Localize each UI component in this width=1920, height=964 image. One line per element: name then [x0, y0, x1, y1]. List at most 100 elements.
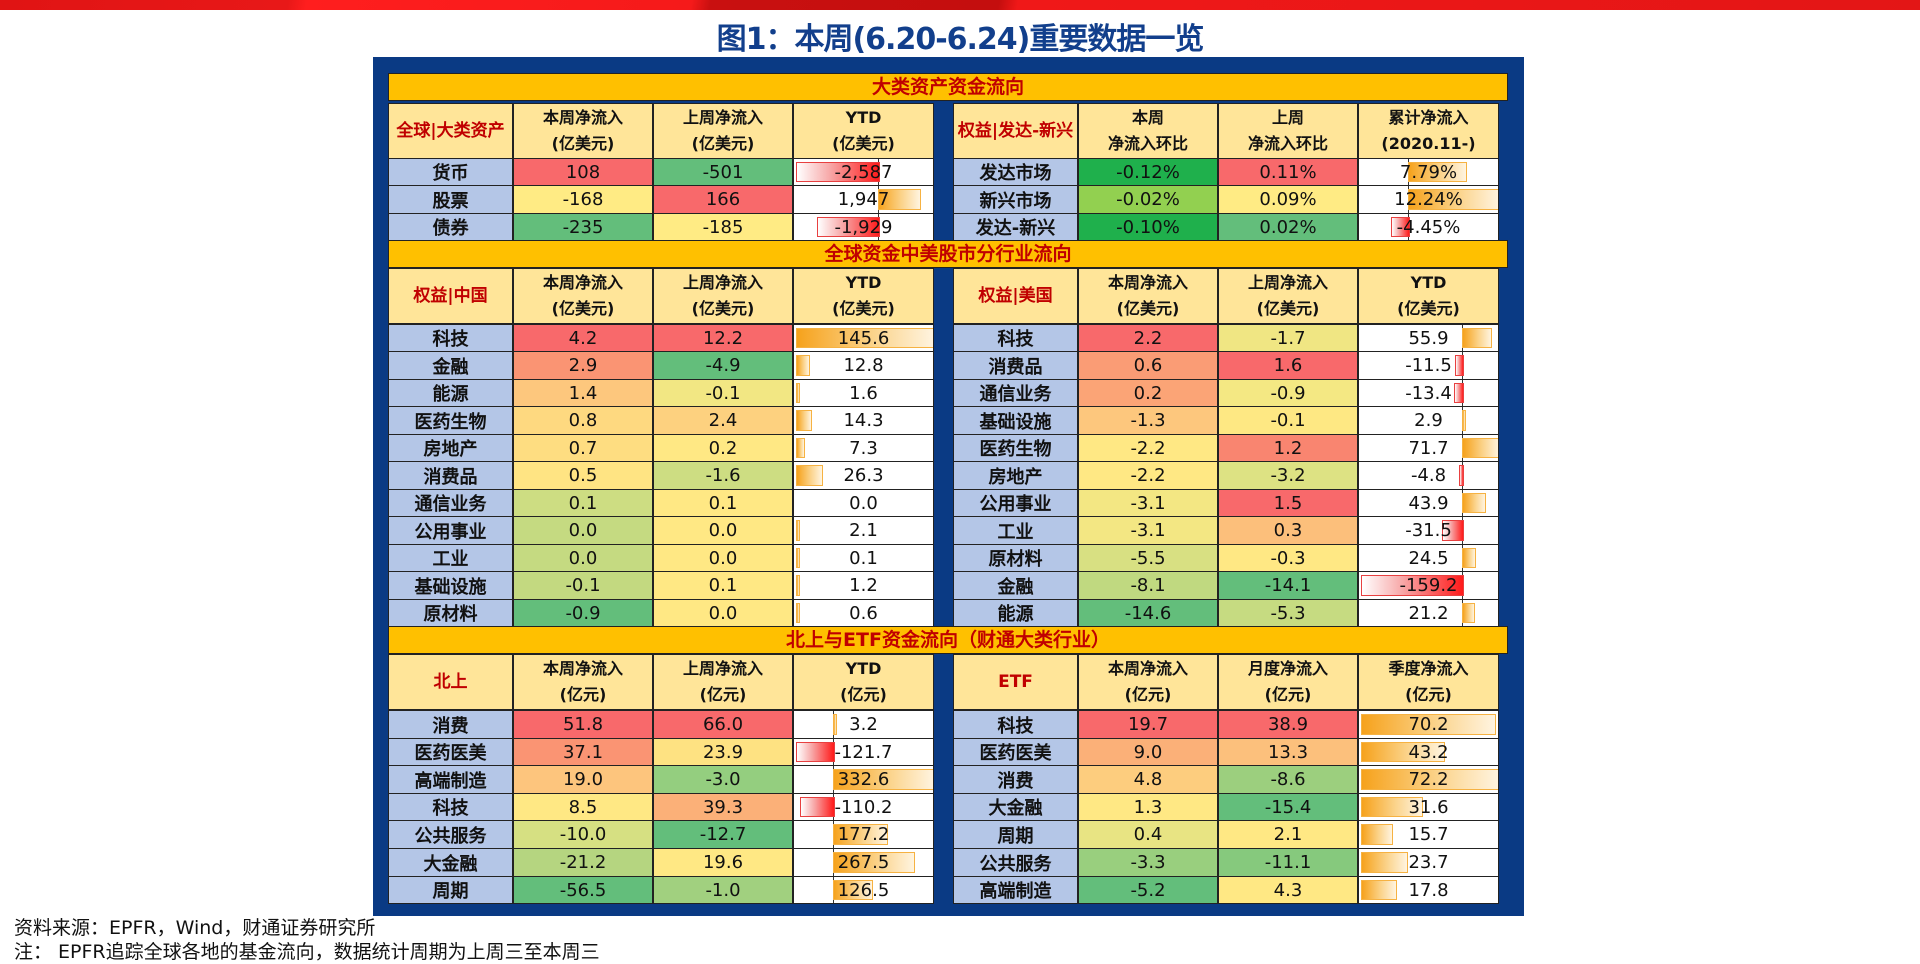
row-label: 高端制造	[953, 876, 1078, 904]
value-cell: -5.5	[1078, 544, 1218, 572]
value-cell: -3.2	[1218, 461, 1358, 490]
column-header-text: 净流入环比	[1247, 134, 1328, 153]
row-label: 新兴市场	[953, 185, 1078, 214]
table-row: 房地产 -2.2 -3.2 -4.8	[953, 461, 1499, 490]
value-cell: -5.3	[1218, 599, 1358, 627]
data-bar-cell: 21.2	[1358, 599, 1499, 627]
column-header: 上周净流入 (亿元)	[653, 654, 793, 710]
column-header: 本周净流入 (亿美元)	[513, 268, 653, 324]
ytd-value: 1.2	[849, 575, 878, 596]
value-cell: 1.3	[1078, 793, 1218, 821]
column-header: YTD (亿美元)	[793, 268, 934, 324]
data-bar-cell: 24.5	[1358, 544, 1499, 572]
column-header-text: (亿元)	[559, 685, 607, 704]
ytd-value: 1,947	[837, 189, 890, 210]
data-bar	[1442, 520, 1465, 541]
data-bar-cell: 7.79%	[1358, 158, 1499, 186]
data-bar	[816, 217, 881, 237]
data-bar-cell: 15.7	[1358, 820, 1499, 849]
data-bar	[832, 824, 888, 845]
value-cell: -0.9	[1218, 379, 1358, 407]
value-cell: 0.09%	[1218, 185, 1358, 214]
data-bar	[1462, 410, 1467, 431]
value-cell: -0.12%	[1078, 158, 1218, 186]
data-bar	[1361, 824, 1394, 845]
value-cell: -2.2	[1078, 434, 1218, 462]
value-cell: 4.3	[1218, 876, 1358, 904]
column-header-text: (亿美元)	[1256, 299, 1320, 318]
value-cell: 0.0	[513, 516, 653, 545]
table-corner-label: ETF	[953, 654, 1078, 710]
table-row: 原材料 -5.5 -0.3 24.5	[953, 544, 1499, 572]
data-bar	[1407, 162, 1467, 182]
row-label: 工业	[388, 544, 513, 572]
ytd-value: 24.5	[1408, 547, 1449, 569]
column-header-row: 全球|大类资产 本周净流入 (亿美元) 上周净流入 (亿美元) YTD (亿美元)	[388, 103, 934, 159]
data-bar-cell: 3.2	[793, 710, 934, 739]
table-row: 能源 -14.6 -5.3 21.2	[953, 599, 1499, 627]
value-cell: -8.6	[1218, 765, 1358, 794]
ytd-value: 70.2	[1408, 714, 1449, 735]
column-header-text: (2020.11-)	[1381, 134, 1476, 153]
row-label: 医药医美	[388, 738, 513, 766]
data-bar	[1462, 603, 1476, 623]
column-header-row: 权益|美国 本周净流入 (亿美元) 上周净流入 (亿美元) YTD (亿美元)	[953, 268, 1499, 324]
value-cell: 19.7	[1078, 710, 1218, 739]
row-label: 发达市场	[953, 158, 1078, 186]
table-row: 债券 -235 -185 -1,929	[388, 213, 934, 241]
table-row: 金融 2.9 -4.9 12.8	[388, 351, 934, 380]
value-cell: 1.5	[1218, 489, 1358, 517]
value-cell: 0.02%	[1218, 213, 1358, 241]
column-header-text: 本周净流入	[1107, 273, 1188, 292]
data-bar	[832, 880, 873, 900]
table-row: 公用事业 -3.1 1.5 43.9	[953, 489, 1499, 517]
row-label: 高端制造	[388, 765, 513, 794]
column-header-text: (亿美元)	[691, 134, 755, 153]
ytd-value: -31.5	[1405, 520, 1452, 541]
column-header-text: (亿元)	[1264, 685, 1312, 704]
data-bar-cell: -31.5	[1358, 516, 1499, 545]
data-bar	[1454, 383, 1465, 403]
column-header-text: 净流入环比	[1107, 134, 1188, 153]
top-red-banner	[0, 0, 1920, 10]
data-bar-cell: 1,947	[793, 185, 934, 214]
data-bar	[799, 797, 835, 817]
value-cell: 2.4	[653, 406, 793, 435]
row-label: 货币	[388, 158, 513, 186]
data-bar	[796, 603, 800, 623]
source-note: 资料来源：EPFR，Wind，财通证券研究所	[14, 917, 376, 939]
ytd-value: 72.2	[1408, 769, 1449, 790]
ytd-value: -110.2	[834, 796, 893, 818]
ytd-value: -11.5	[1405, 355, 1452, 376]
data-bar	[796, 383, 801, 403]
table-row: 消费品 0.5 -1.6 26.3	[388, 461, 934, 490]
column-header-text: (亿美元)	[1397, 299, 1460, 318]
ytd-value: 177.2	[837, 824, 890, 845]
value-cell: 0.0	[513, 544, 653, 572]
table-corner-label: 权益|发达-新兴	[953, 103, 1078, 159]
data-bar-cell: -1,929	[793, 213, 934, 241]
ytd-value: -2,587	[834, 161, 893, 183]
column-header-row: 权益|中国 本周净流入 (亿美元) 上周净流入 (亿美元) YTD (亿美元)	[388, 268, 934, 324]
data-bar-cell: 23.7	[1358, 848, 1499, 877]
table-row: 周期 0.4 2.1 15.7	[953, 820, 1499, 849]
column-header: 月度净流入 (亿元)	[1218, 654, 1358, 710]
value-cell: -235	[513, 213, 653, 241]
table-corner-label: 北上	[388, 654, 513, 710]
value-cell: 51.8	[513, 710, 653, 739]
ytd-value: 71.7	[1408, 437, 1449, 459]
value-cell: 0.8	[513, 406, 653, 435]
table-row: 科技 8.5 39.3 -110.2	[388, 793, 934, 821]
row-label: 医药生物	[388, 406, 513, 435]
column-header: 上周净流入 (亿美元)	[653, 268, 793, 324]
value-cell: -3.3	[1078, 848, 1218, 877]
row-label: 消费	[953, 765, 1078, 794]
data-bar	[1390, 217, 1410, 237]
value-cell: 23.9	[653, 738, 793, 766]
data-bar	[1462, 493, 1487, 513]
value-cell: 0.2	[653, 434, 793, 462]
value-cell: -2.2	[1078, 461, 1218, 490]
data-bar	[796, 465, 823, 486]
value-cell: -4.9	[653, 351, 793, 380]
ytd-value: 3.2	[849, 714, 878, 735]
